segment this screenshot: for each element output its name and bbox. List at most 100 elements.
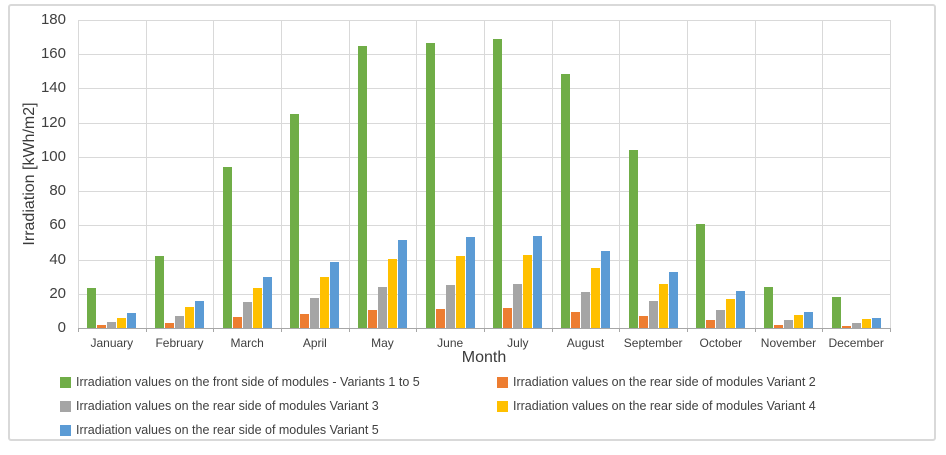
x-axis-tick	[348, 328, 350, 332]
x-axis-tick	[281, 328, 282, 332]
y-tick-label: 180	[40, 11, 66, 28]
bar-group-march	[213, 20, 281, 328]
bar-group-september	[619, 20, 687, 328]
x-axis-tick	[687, 328, 688, 332]
legend-swatch-icon	[60, 377, 71, 388]
x-tick-label-november: November	[760, 336, 817, 350]
bar-series4-october	[726, 298, 736, 328]
gridline-vertical	[754, 20, 756, 328]
x-tick-label-august: August	[566, 336, 605, 350]
bar-series4-may	[387, 258, 397, 328]
y-tick-label: 80	[49, 182, 66, 200]
legend-label: Irradiation values on the rear side of m…	[76, 423, 379, 437]
bar-series4-april	[320, 276, 330, 328]
bar-series3-june	[445, 285, 455, 328]
legend-swatch-icon	[497, 401, 508, 412]
bar-series3-october	[716, 310, 726, 328]
bar-series1-september	[628, 150, 638, 328]
bar-group-october	[687, 20, 755, 328]
legend: Irradiation values on the front side of …	[60, 375, 816, 438]
bar-series4-january	[117, 317, 127, 328]
bar-series4-november	[793, 315, 803, 328]
bar-series2-may	[367, 310, 377, 328]
x-axis-tick	[145, 328, 147, 332]
bar-series5-september	[668, 272, 678, 328]
bar-series2-march	[232, 316, 242, 328]
bar-series1-december	[831, 297, 841, 328]
y-tick-label: 140	[40, 79, 66, 97]
bar-series2-january	[97, 325, 107, 328]
bar-group-november	[755, 20, 823, 328]
plot-area	[78, 20, 891, 329]
x-tick-label-february: February	[155, 336, 204, 350]
legend-item-series5: Irradiation values on the rear side of m…	[60, 423, 497, 438]
y-tick-label: 60	[49, 216, 66, 234]
legend-swatch-icon	[60, 425, 71, 436]
bar-group-july	[484, 20, 552, 328]
bar-series5-november	[803, 311, 813, 328]
bar-series2-november	[773, 325, 783, 328]
bar-series3-july	[513, 284, 523, 328]
bar-group-february	[146, 20, 214, 328]
bar-series3-april	[310, 298, 320, 328]
legend-label: Irradiation values on the front side of …	[76, 375, 420, 389]
bar-series5-june	[465, 237, 475, 328]
bar-group-june	[416, 20, 484, 328]
gridline-vertical	[213, 20, 215, 328]
bar-series5-december	[871, 317, 881, 328]
bar-series5-october	[736, 291, 746, 328]
x-tick-label-october: October	[699, 336, 743, 350]
bar-series5-march	[262, 276, 272, 328]
x-tick-label-september: September	[623, 336, 683, 350]
x-tick-label-july: July	[507, 336, 529, 350]
y-tick-label: 20	[49, 284, 66, 302]
gridline-vertical	[281, 20, 282, 328]
bar-series5-august	[600, 251, 610, 328]
gridline-vertical	[619, 20, 621, 328]
y-tick-label: 160	[40, 45, 66, 63]
legend-item-series4: Irradiation values on the rear side of m…	[497, 399, 816, 414]
legend-item-series1: Irradiation values on the front side of …	[60, 375, 497, 390]
x-tick-label-march: March	[230, 336, 264, 350]
legend-label: Irradiation values on the rear side of m…	[513, 375, 816, 389]
bar-series2-september	[638, 316, 648, 328]
bar-series1-february	[154, 256, 164, 328]
bar-series3-september	[648, 301, 658, 328]
bar-series5-may	[397, 239, 407, 328]
y-tick-label: 40	[49, 250, 66, 268]
chart-frame	[8, 4, 936, 441]
gridline-vertical	[348, 20, 350, 328]
x-axis-tick	[890, 328, 891, 332]
x-axis-tick	[78, 328, 79, 332]
legend-label: Irradiation values on the rear side of m…	[513, 399, 816, 413]
x-axis-tick	[822, 328, 824, 332]
gridline-vertical	[484, 20, 485, 328]
y-tick-label: 120	[40, 113, 66, 131]
legend-item-series3: Irradiation values on the rear side of m…	[60, 399, 497, 414]
bar-series1-january	[87, 287, 97, 328]
bar-group-may	[349, 20, 417, 328]
bar-series1-august	[560, 73, 570, 328]
bar-series2-july	[503, 308, 513, 328]
bar-series5-july	[533, 235, 543, 328]
bar-series2-october	[706, 320, 716, 328]
bar-series4-september	[658, 284, 668, 328]
bar-series4-february	[184, 307, 194, 328]
gridline-vertical	[890, 20, 891, 328]
y-tick-label: 100	[40, 147, 66, 165]
bar-series4-july	[523, 255, 533, 328]
bar-series3-march	[242, 302, 252, 328]
x-tick-label-june: June	[437, 336, 464, 350]
bar-series3-january	[107, 322, 117, 328]
bar-series4-august	[590, 268, 600, 328]
bar-series1-november	[763, 286, 773, 328]
x-tick-label-december: December	[828, 336, 884, 350]
legend-swatch-icon	[497, 377, 508, 388]
gridline-vertical	[551, 20, 553, 328]
bar-series1-july	[493, 38, 503, 328]
bar-series3-may	[377, 286, 387, 328]
bar-series2-april	[300, 314, 310, 328]
bar-series3-december	[851, 322, 861, 328]
bar-series4-june	[455, 256, 465, 328]
gridline-vertical	[822, 20, 824, 328]
